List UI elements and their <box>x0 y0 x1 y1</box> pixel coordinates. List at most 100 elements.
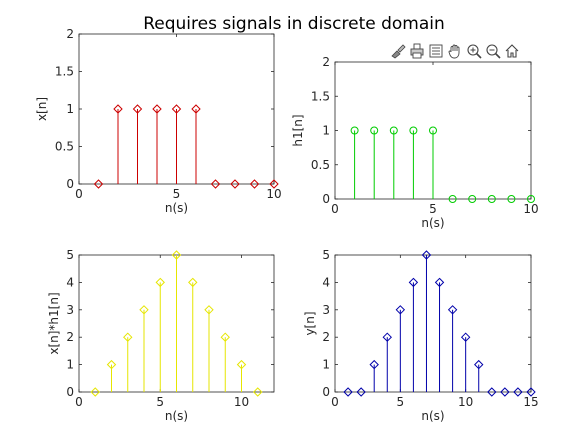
brush-button[interactable] <box>389 41 407 61</box>
y-tick-label: 0.5 <box>311 158 330 172</box>
x-tick-label: 5 <box>397 395 405 409</box>
stem-marker <box>370 126 379 135</box>
y-axis-label: x[n] <box>35 97 49 121</box>
stem-marker <box>429 126 437 135</box>
zoom-in-icon <box>467 44 482 59</box>
stem-marker <box>171 250 182 260</box>
stem-marker <box>487 195 496 203</box>
stem-marker <box>434 277 445 288</box>
x-axis-label: n(s) <box>421 216 444 230</box>
stem-marker <box>249 179 260 189</box>
y-tick-label: 2 <box>66 27 74 41</box>
stem-marker <box>526 387 536 397</box>
legend-button[interactable] <box>427 41 445 61</box>
y-tick-label: 5 <box>66 248 74 262</box>
stem-marker <box>132 104 143 114</box>
x-tick-label: 10 <box>523 202 538 216</box>
stem-marker <box>369 359 379 370</box>
y-tick-label: 0 <box>66 177 74 191</box>
stem-marker <box>447 305 458 315</box>
stem-marker <box>230 179 240 189</box>
x-axis-label: n(s) <box>421 409 444 423</box>
stem-marker <box>204 305 214 315</box>
y-tick-label: 3 <box>66 303 74 317</box>
x-axis-label: n(s) <box>165 409 188 423</box>
stem-marker <box>507 195 516 203</box>
stem-marker <box>409 126 418 135</box>
zoom-in-button[interactable] <box>465 41 483 61</box>
y-tick-label: 4 <box>66 275 74 289</box>
stem-marker <box>113 104 123 114</box>
stem-marker <box>171 104 182 114</box>
stem-marker <box>152 104 162 114</box>
stem-marker <box>527 195 535 203</box>
y-axis-label: x[n]*h1[n] <box>47 292 61 354</box>
pan-icon <box>448 44 460 59</box>
stem-marker <box>487 387 497 397</box>
x-tick-label: 0 <box>331 395 339 409</box>
y-tick-label: 1 <box>66 102 74 116</box>
stem-marker <box>382 332 392 342</box>
zoom-out-button[interactable] <box>484 41 502 61</box>
x-tick-label: 5 <box>156 395 164 409</box>
x-tick-label: 0 <box>75 187 83 201</box>
y-tick-label: 2 <box>322 330 330 344</box>
zoom-out-icon <box>486 44 501 59</box>
stem-marker <box>220 332 230 342</box>
y-tick-label: 1.5 <box>55 65 74 79</box>
chart-xn: 0 0.5 1 1.5 2 0 5 10 n(s) x[n] <box>35 27 282 215</box>
stem-marker <box>395 305 406 315</box>
chart-h1n: 0 0.5 1 1.5 2 0 5 10 n(s) h1[n] <box>291 55 539 230</box>
stem-marker <box>188 277 198 288</box>
y-tick-label: 3 <box>322 303 330 317</box>
chart-xh: 0 1 2 3 4 5 0 5 10 n(s) x[n]*h1[n] <box>47 248 275 423</box>
stem-marker <box>468 195 477 203</box>
stem-marker <box>408 277 419 288</box>
stem-marker <box>236 359 247 370</box>
stem-marker <box>389 126 398 135</box>
stem-marker <box>123 332 133 342</box>
stem-marker <box>269 179 279 189</box>
x-axis-label: n(s) <box>165 201 188 215</box>
y-axis-label: y[n] <box>303 311 317 335</box>
stem-marker <box>93 179 104 189</box>
x-tick-label: 5 <box>173 187 181 201</box>
y-tick-label: 2 <box>66 330 74 344</box>
stem-marker <box>500 387 510 397</box>
y-tick-label: 0 <box>322 192 330 206</box>
print-button[interactable] <box>408 41 426 61</box>
home-icon <box>505 44 519 58</box>
stem-marker <box>90 387 100 397</box>
plot-area <box>334 254 532 393</box>
stem-marker <box>210 179 221 189</box>
home-button[interactable] <box>503 41 521 61</box>
y-tick-label: 1 <box>322 358 330 372</box>
print-icon <box>410 43 424 59</box>
legend-icon <box>429 44 443 58</box>
stem-marker <box>139 305 149 315</box>
stem-marker <box>191 104 201 114</box>
x-tick-label: 15 <box>523 395 538 409</box>
pan-button[interactable] <box>446 41 464 61</box>
y-tick-label: 0.5 <box>55 140 74 154</box>
x-tick-label: 0 <box>331 202 339 216</box>
stem-marker <box>448 195 457 203</box>
figure-title: Requires signals in discrete domain <box>143 14 445 34</box>
stem-marker <box>106 359 117 370</box>
stem-marker <box>343 387 353 397</box>
stem-marker <box>474 359 484 370</box>
x-tick-label: 10 <box>458 395 473 409</box>
y-tick-label: 1 <box>322 124 330 138</box>
y-tick-label: 5 <box>322 248 330 262</box>
x-tick-label: 0 <box>75 395 83 409</box>
y-tick-label: 4 <box>322 275 330 289</box>
stem-marker <box>513 387 523 397</box>
chart-yn: 0 1 2 3 4 5 0 5 10 15 n(s) y[n] <box>303 248 539 423</box>
x-tick-label: 10 <box>266 187 281 201</box>
stem-marker <box>350 126 359 135</box>
x-tick-label: 5 <box>429 202 437 216</box>
figure-toolbar <box>389 40 521 62</box>
y-tick-label: 1.5 <box>311 89 330 103</box>
stem-marker <box>460 332 471 342</box>
